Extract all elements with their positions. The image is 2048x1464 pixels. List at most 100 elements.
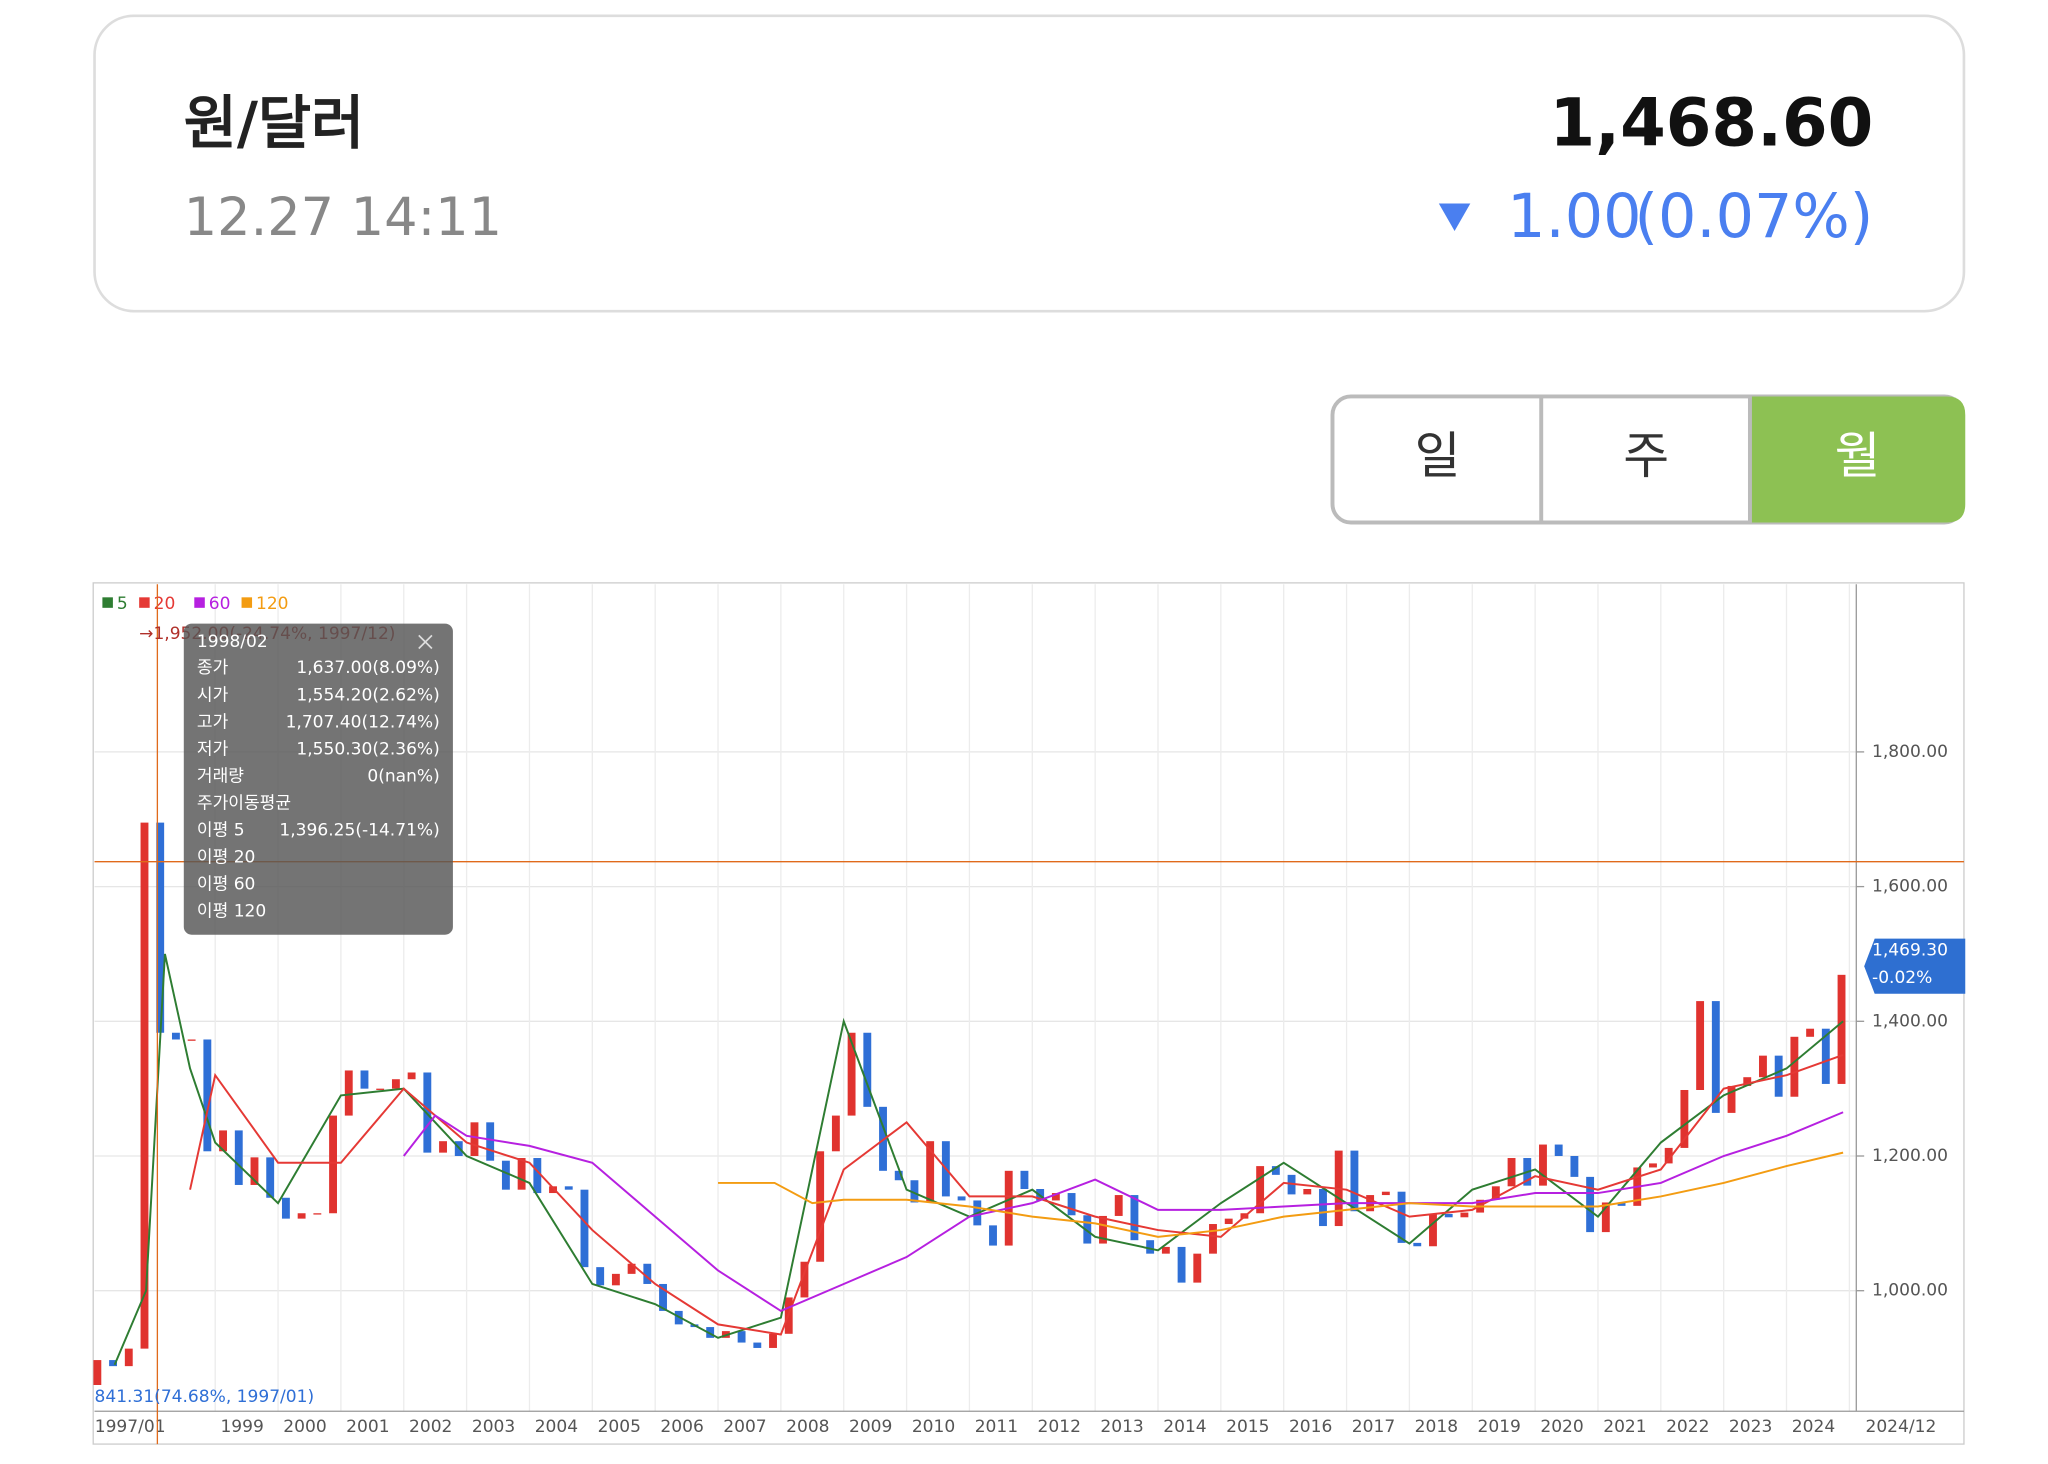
legend-swatch (102, 597, 113, 608)
candle (611, 1273, 620, 1286)
candle (549, 1186, 557, 1194)
tab-active[interactable] (1749, 396, 1966, 523)
tooltip-label: 이평 5 (197, 820, 245, 840)
candle (297, 1213, 306, 1219)
candle (1664, 1147, 1673, 1164)
candle (1224, 1218, 1233, 1225)
legend-label: 60 (209, 594, 231, 614)
tab[interactable]: 월 (1835, 427, 1881, 485)
tab[interactable]: 일 (1415, 427, 1461, 485)
x-tick-label: 2019 (1478, 1417, 1521, 1437)
candle (1271, 1166, 1280, 1175)
candle (1083, 1215, 1092, 1244)
x-tick-label: 2021 (1603, 1417, 1646, 1437)
tooltip-label: 주가이동평균 (197, 793, 291, 813)
candle (344, 1070, 353, 1116)
candle (1696, 1001, 1705, 1090)
candle (1429, 1213, 1437, 1247)
candle (1303, 1189, 1312, 1195)
candle (564, 1186, 573, 1190)
candle (1759, 1055, 1767, 1078)
candle (1821, 1028, 1830, 1084)
title: 원/달러 (184, 89, 364, 157)
ma-line (718, 1151, 1844, 1238)
tooltip-value: 0(nan%) (367, 766, 439, 786)
candle (187, 1039, 196, 1041)
candle (1539, 1144, 1547, 1186)
candle (1209, 1224, 1217, 1254)
candle (1601, 1202, 1610, 1233)
candle (847, 1032, 856, 1116)
candle (1460, 1212, 1469, 1218)
candle (1099, 1215, 1107, 1244)
candle (407, 1072, 416, 1080)
x-tick-label: 2012 (1038, 1417, 1081, 1437)
tooltip-close (418, 634, 433, 650)
x-tick-label: 2024 (1792, 1417, 1835, 1437)
candle (1397, 1191, 1406, 1243)
price-tag-pct: -0.02% (1872, 968, 1932, 988)
x-tick-label: 2017 (1352, 1417, 1395, 1437)
candle (533, 1158, 542, 1194)
candle (1177, 1246, 1186, 1283)
legend-swatch (241, 597, 253, 608)
candle (1507, 1158, 1516, 1187)
candle (627, 1263, 636, 1274)
candle (1727, 1085, 1736, 1113)
candle (1256, 1166, 1265, 1214)
candle (439, 1141, 447, 1153)
legend-label: 5 (117, 594, 128, 614)
tooltip-label: 이평 120 (197, 902, 266, 922)
candle (140, 822, 149, 1349)
candle (863, 1032, 872, 1107)
down-arrow (1438, 203, 1471, 232)
candle (234, 1130, 243, 1185)
candle (486, 1122, 495, 1161)
tooltip-label: 이평 20 (197, 848, 255, 868)
candle (313, 1213, 322, 1215)
candle (1711, 1001, 1720, 1113)
x-tick-label: 2014 (1163, 1417, 1206, 1437)
candle (1051, 1193, 1060, 1201)
low-annotation: 841.31(74.68%, 1997/01) (95, 1387, 315, 1407)
x-tick-label: 2009 (849, 1417, 892, 1437)
candle (1319, 1189, 1327, 1227)
x-tick-label: 2002 (409, 1417, 452, 1437)
tab[interactable]: 주 (1623, 427, 1669, 485)
candle (156, 822, 165, 1033)
candle (517, 1158, 526, 1190)
x-tick-label: 2024/12 (1865, 1417, 1936, 1437)
legend-label: 120 (256, 594, 289, 614)
legend-label: 20 (154, 594, 176, 614)
tooltip-value: 1,554.20(2.62%) (296, 685, 439, 705)
candle (769, 1333, 777, 1348)
y-tick-label: 1,800.00 (1872, 742, 1948, 762)
candle (1491, 1186, 1500, 1200)
legend-swatch (139, 597, 150, 608)
x-tick-label: 2010 (912, 1417, 955, 1437)
ma-line (402, 1111, 1844, 1313)
candle (926, 1141, 935, 1203)
candle (800, 1261, 809, 1298)
candle (250, 1157, 259, 1185)
candle (1067, 1193, 1076, 1216)
candle (659, 1283, 667, 1311)
header-card (93, 14, 1966, 313)
candle (831, 1115, 840, 1152)
candle (1554, 1144, 1563, 1157)
candle (989, 1225, 997, 1246)
candle (737, 1331, 746, 1343)
x-tick-label: 2011 (975, 1417, 1018, 1437)
change: 1.00 (1507, 182, 1641, 252)
tooltip-label: 종가 (197, 658, 229, 678)
candle (1146, 1240, 1155, 1254)
candle (124, 1348, 133, 1367)
tooltip (183, 623, 453, 935)
candle (1020, 1170, 1029, 1190)
change-pct: (0.07%) (1634, 182, 1873, 252)
candle (1444, 1213, 1453, 1218)
candle (910, 1180, 919, 1203)
tooltip-value: 1,707.40(12.74%) (286, 712, 440, 732)
candle (753, 1342, 762, 1348)
